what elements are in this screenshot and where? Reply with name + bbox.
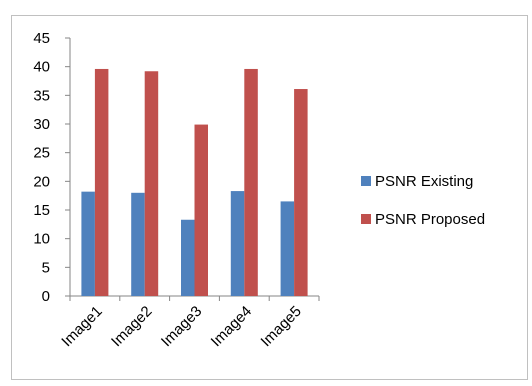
y-tick-label: 35 bbox=[33, 87, 50, 104]
bar-existing-1 bbox=[81, 191, 95, 296]
legend: PSNR Existing PSNR Proposed bbox=[361, 173, 485, 228]
y-tick-label: 10 bbox=[33, 231, 50, 248]
bar-existing-3 bbox=[181, 219, 195, 296]
x-axis: Image1 Image2 Image3 Image4 Image5 bbox=[58, 295, 320, 350]
bar-proposed-5 bbox=[294, 89, 308, 296]
y-tick-label: 25 bbox=[33, 145, 50, 162]
y-tick-label: 20 bbox=[33, 173, 50, 190]
x-tick-label: Image1 bbox=[58, 303, 105, 350]
y-tick-label: 5 bbox=[42, 259, 50, 276]
x-tick-label: Image2 bbox=[108, 303, 155, 350]
legend-label-proposed: PSNR Proposed bbox=[375, 211, 485, 228]
bar-proposed-3 bbox=[194, 124, 208, 296]
y-tick-label: 45 bbox=[33, 30, 50, 47]
legend-swatch-existing bbox=[361, 176, 371, 186]
x-tick-label: Image4 bbox=[208, 303, 255, 350]
bar-proposed-1 bbox=[94, 68, 109, 297]
y-tick-label: 40 bbox=[33, 59, 50, 76]
legend-swatch-proposed bbox=[361, 214, 371, 224]
bar-existing-4 bbox=[230, 191, 245, 296]
x-tick-label: Image3 bbox=[158, 303, 205, 350]
y-tick-label: 15 bbox=[33, 202, 50, 219]
bar-proposed-4 bbox=[244, 68, 258, 297]
y-tick-label: 0 bbox=[42, 288, 50, 305]
y-axis: 0 5 10 15 20 25 30 35 40 45 bbox=[33, 30, 71, 305]
legend-label-existing: PSNR Existing bbox=[375, 173, 473, 190]
y-tick-label: 30 bbox=[33, 116, 50, 133]
x-tick-label: Image5 bbox=[258, 303, 305, 350]
bars bbox=[81, 68, 308, 297]
bar-existing-5 bbox=[280, 201, 295, 296]
bar-proposed-2 bbox=[144, 71, 159, 297]
bar-existing-2 bbox=[131, 192, 145, 296]
